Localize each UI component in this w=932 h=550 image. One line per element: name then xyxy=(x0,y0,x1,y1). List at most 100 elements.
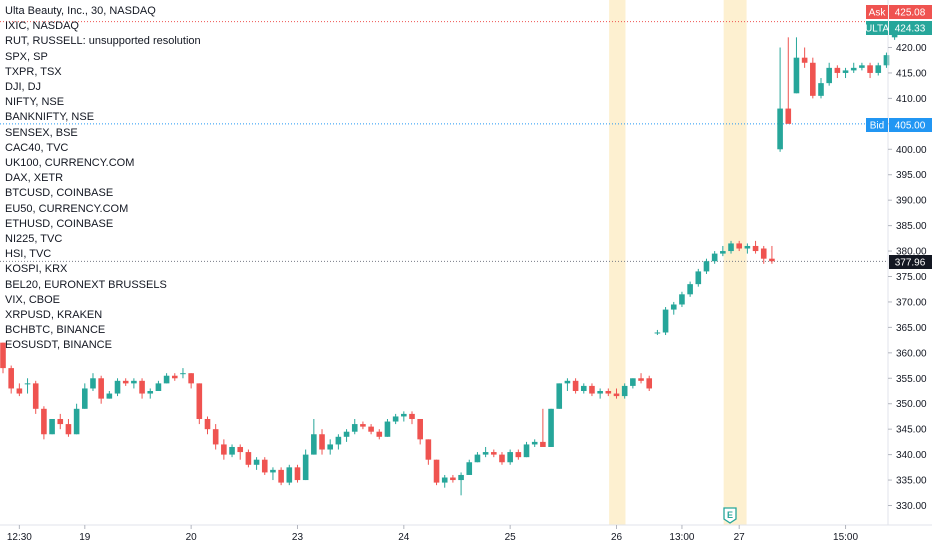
candle-body xyxy=(450,477,456,481)
candle-body xyxy=(229,446,235,455)
time-axis[interactable]: 12:30 19 20 23 24 25 26 13:00 27 15:00 xyxy=(0,524,932,543)
price-tick-label: 400.00 xyxy=(896,145,927,156)
legend-symbol[interactable]: NI225, TVC xyxy=(5,233,63,246)
candle-body xyxy=(212,429,219,445)
candle-body xyxy=(695,271,702,285)
price-tick-label: 380.00 xyxy=(896,247,927,258)
candle-body xyxy=(131,380,137,384)
legend-symbol[interactable]: IXIC, NASDAQ xyxy=(5,20,79,33)
last-price-value: 424.33 xyxy=(895,24,926,35)
legend-symbol[interactable]: BANKNIFTY, NSE xyxy=(5,111,95,124)
candle-body xyxy=(572,380,579,391)
time-tick-label: 19 xyxy=(79,532,91,543)
legend-symbol[interactable]: BEL20, EURONEXT BRUSSELS xyxy=(5,278,167,291)
ask-tag: Ask 425.08 xyxy=(866,5,932,19)
highlight-layer xyxy=(609,0,747,525)
candle-body xyxy=(327,444,333,450)
legend-symbol[interactable]: SENSEX, BSE xyxy=(5,126,78,139)
candle-body xyxy=(556,383,563,409)
candle-body xyxy=(311,434,317,455)
legend-symbol[interactable]: SPX, SP xyxy=(5,50,48,63)
candle-body xyxy=(57,418,64,425)
time-tick-label: 15:00 xyxy=(833,532,858,543)
time-tick-label: 13:00 xyxy=(669,532,694,543)
candle-body xyxy=(687,284,693,295)
legend-symbol[interactable]: DJI, DJ xyxy=(5,81,42,94)
symbol-label: ULTA xyxy=(865,24,889,35)
candle-body xyxy=(441,477,448,483)
candle-body xyxy=(818,83,824,96)
time-tick-label: 25 xyxy=(505,532,517,543)
price-tick-label: 345.00 xyxy=(896,425,927,436)
legend-symbol[interactable]: TXPR, TSX xyxy=(5,65,62,78)
candle-body xyxy=(41,408,47,435)
time-tick-label: 12:30 xyxy=(7,532,32,543)
legend-symbol[interactable]: XRPUSD, KRAKEN xyxy=(5,309,103,322)
candle-body xyxy=(482,452,489,455)
legend-symbol[interactable]: NIFTY, NSE xyxy=(5,96,65,109)
candle-body xyxy=(319,434,325,450)
candle-body xyxy=(335,436,342,445)
candle-body xyxy=(433,459,440,483)
legend-symbol[interactable]: UK100, CURRENCY.COM xyxy=(5,157,135,170)
legend-title: Ulta Beauty, Inc., 30, NASDAQ xyxy=(5,5,156,17)
bid-label: Bid xyxy=(870,121,884,132)
candle-body xyxy=(703,261,710,272)
candle-body xyxy=(531,441,538,445)
legend-symbol[interactable]: KOSPI, KRX xyxy=(5,263,68,276)
legend-symbol[interactable]: DAX, XETR xyxy=(5,172,64,185)
candle-body xyxy=(188,373,194,384)
candle-body xyxy=(32,383,39,409)
candle-body xyxy=(171,375,178,379)
price-tick-label: 335.00 xyxy=(896,476,927,487)
candle-body xyxy=(711,253,718,262)
bid-tag: Bid 405.00 xyxy=(866,118,932,132)
candle-body xyxy=(384,421,391,437)
candle-body xyxy=(499,454,505,463)
legend-symbol[interactable]: CAC40, TVC xyxy=(5,141,69,154)
candle-body xyxy=(270,469,276,473)
candle-body xyxy=(548,408,554,447)
candle-body xyxy=(810,62,816,96)
earnings-marker[interactable]: E xyxy=(723,507,737,524)
legend-symbol[interactable]: BTCUSD, COINBASE xyxy=(5,187,114,200)
candle-body xyxy=(204,418,211,430)
legend-symbol[interactable]: HSI, TVC xyxy=(5,248,52,261)
candle-body xyxy=(466,462,473,475)
candle-body xyxy=(515,452,522,458)
candle-body xyxy=(507,452,513,463)
candle-body xyxy=(769,258,775,262)
candle-body xyxy=(613,393,620,397)
candle-body xyxy=(638,378,644,381)
candle-body xyxy=(49,418,55,435)
candle-body xyxy=(777,108,783,150)
candle-body xyxy=(294,467,301,481)
last-price-tag: ULTA 424.33 xyxy=(865,21,932,35)
candle-body xyxy=(850,67,857,71)
candle-body xyxy=(760,248,767,259)
legend-symbol[interactable]: BCHBTC, BINANCE xyxy=(5,324,106,337)
candle-body xyxy=(24,383,31,385)
candle-body xyxy=(114,380,121,394)
candle-body xyxy=(540,441,546,447)
prev-close-tag: 377.96 xyxy=(889,255,932,269)
legend-symbol[interactable]: EOSUSDT, BINANCE xyxy=(5,339,112,352)
candle-body xyxy=(65,424,72,435)
candle-body xyxy=(368,426,374,432)
ask-value: 425.08 xyxy=(895,8,926,19)
legend-symbol[interactable]: EU50, CURRENCY.COM xyxy=(5,202,129,215)
session-highlight xyxy=(609,0,626,525)
legend-symbol[interactable]: RUT, RUSSELL: unsupported resolution xyxy=(5,35,201,48)
candle-body xyxy=(163,375,170,384)
ask-label: Ask xyxy=(869,8,887,19)
legend-symbol[interactable]: VIX, CBOE xyxy=(5,293,61,306)
session-highlight xyxy=(723,0,747,525)
price-tick-label: 370.00 xyxy=(896,297,927,308)
candle-body xyxy=(360,424,366,427)
candle-body xyxy=(630,378,636,386)
legend-symbol[interactable]: ETHUSD, COINBASE xyxy=(5,217,114,230)
candle-body xyxy=(376,431,383,437)
candle-body xyxy=(401,413,407,417)
candle-body xyxy=(785,108,792,124)
